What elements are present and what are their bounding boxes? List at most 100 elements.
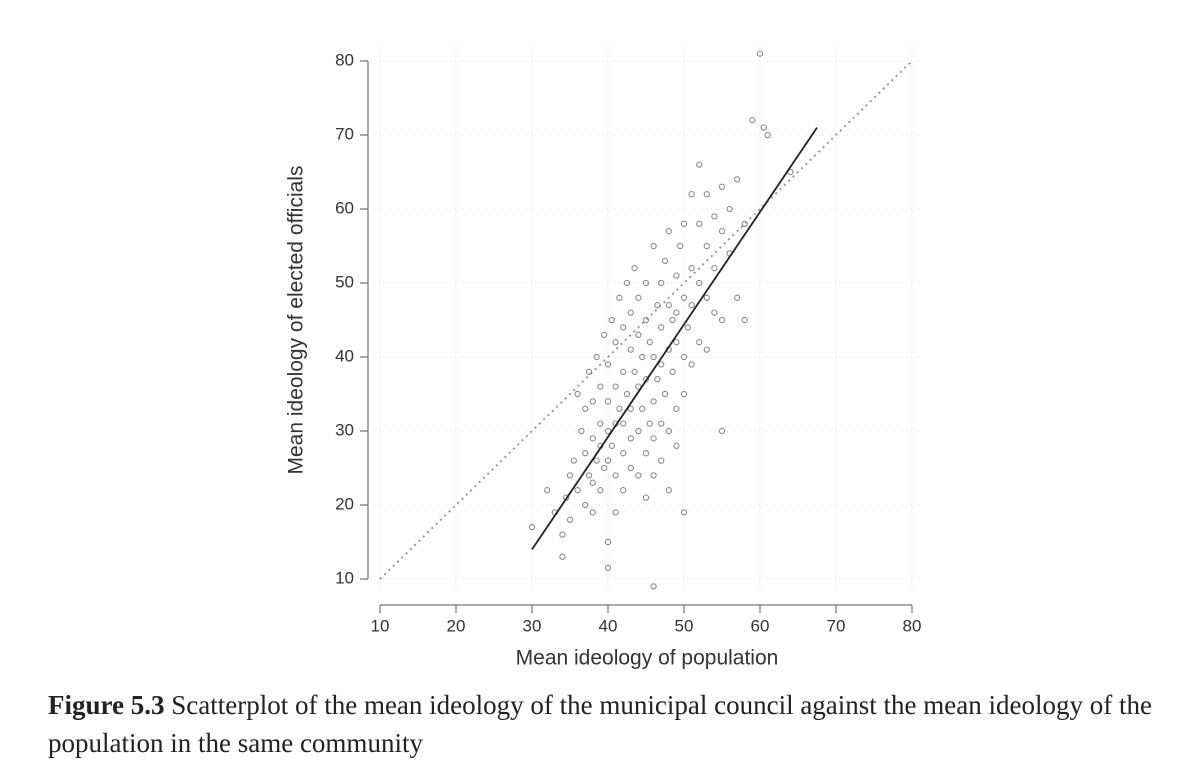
point bbox=[718, 316, 726, 324]
point bbox=[604, 427, 612, 435]
y-tick-label: 30 bbox=[335, 420, 354, 439]
point bbox=[620, 368, 627, 375]
x-tick-label: 10 bbox=[371, 616, 390, 635]
x-tick-label: 70 bbox=[827, 616, 846, 635]
point bbox=[578, 427, 585, 435]
point bbox=[608, 316, 615, 324]
caption-text: Scatterplot of the mean ideology of the … bbox=[48, 690, 1152, 758]
point bbox=[612, 383, 619, 390]
point bbox=[616, 294, 623, 301]
point bbox=[760, 124, 767, 131]
point bbox=[673, 339, 680, 346]
x-tick-label: 80 bbox=[903, 616, 922, 635]
point bbox=[612, 509, 619, 516]
point bbox=[658, 457, 665, 464]
point bbox=[635, 472, 642, 479]
point bbox=[764, 131, 771, 139]
x-tick-label: 50 bbox=[675, 616, 694, 635]
point bbox=[639, 405, 646, 412]
point bbox=[718, 183, 726, 190]
point bbox=[650, 242, 657, 250]
point bbox=[582, 405, 589, 412]
point bbox=[574, 390, 581, 398]
point bbox=[642, 316, 650, 324]
x-tick-label: 30 bbox=[523, 616, 542, 635]
y-tick-label: 50 bbox=[335, 272, 354, 291]
point bbox=[623, 279, 631, 287]
point bbox=[684, 324, 691, 331]
point bbox=[696, 339, 703, 346]
point bbox=[680, 509, 688, 516]
point bbox=[627, 346, 634, 353]
point bbox=[673, 272, 680, 279]
y-tick-label: 80 bbox=[335, 50, 354, 69]
point bbox=[680, 220, 688, 227]
point bbox=[604, 457, 612, 464]
point bbox=[642, 279, 650, 287]
point bbox=[673, 405, 680, 412]
point bbox=[650, 435, 657, 442]
point bbox=[604, 564, 612, 572]
point bbox=[696, 161, 703, 168]
point bbox=[593, 353, 600, 361]
point bbox=[631, 265, 638, 272]
point bbox=[680, 294, 688, 301]
point bbox=[665, 302, 672, 309]
point bbox=[612, 339, 619, 346]
point bbox=[570, 457, 577, 464]
point bbox=[680, 390, 688, 398]
point bbox=[734, 294, 741, 301]
x-tick-label: 60 bbox=[751, 616, 770, 635]
point bbox=[582, 501, 589, 509]
point bbox=[703, 191, 710, 198]
point bbox=[741, 220, 748, 227]
caption: Figure 5.3 Scatterplot of the mean ideol… bbox=[48, 686, 1168, 762]
point bbox=[654, 376, 661, 383]
point bbox=[620, 450, 627, 457]
point bbox=[718, 427, 726, 435]
point bbox=[635, 294, 642, 301]
point bbox=[566, 472, 574, 479]
point bbox=[589, 509, 596, 516]
point bbox=[703, 242, 710, 250]
point bbox=[559, 553, 566, 560]
point bbox=[650, 583, 657, 590]
y-tick-label: 20 bbox=[335, 494, 354, 513]
point bbox=[566, 516, 574, 523]
point bbox=[620, 487, 627, 494]
point bbox=[688, 265, 695, 272]
point bbox=[616, 405, 623, 412]
point bbox=[623, 390, 631, 398]
point bbox=[650, 353, 657, 361]
point bbox=[650, 398, 657, 405]
point bbox=[582, 450, 589, 457]
point bbox=[696, 279, 703, 287]
point bbox=[669, 368, 676, 375]
point bbox=[658, 279, 665, 287]
point bbox=[635, 427, 642, 435]
point bbox=[650, 472, 657, 479]
point bbox=[620, 324, 627, 331]
fit-line bbox=[531, 127, 818, 550]
y-tick-label: 40 bbox=[335, 346, 354, 365]
point bbox=[601, 331, 608, 338]
point bbox=[646, 420, 653, 427]
point bbox=[585, 472, 593, 479]
point bbox=[589, 398, 596, 405]
point bbox=[718, 228, 726, 235]
point bbox=[665, 427, 672, 435]
point bbox=[627, 464, 634, 472]
point bbox=[544, 487, 551, 494]
point bbox=[627, 405, 634, 412]
point bbox=[669, 316, 676, 324]
point bbox=[711, 309, 718, 316]
point bbox=[604, 538, 612, 546]
point bbox=[703, 346, 710, 353]
point bbox=[620, 420, 627, 427]
point bbox=[673, 442, 680, 449]
y-tick-label: 10 bbox=[335, 568, 354, 587]
point bbox=[574, 487, 581, 494]
point bbox=[741, 316, 748, 324]
point bbox=[658, 420, 665, 427]
point bbox=[677, 242, 684, 250]
